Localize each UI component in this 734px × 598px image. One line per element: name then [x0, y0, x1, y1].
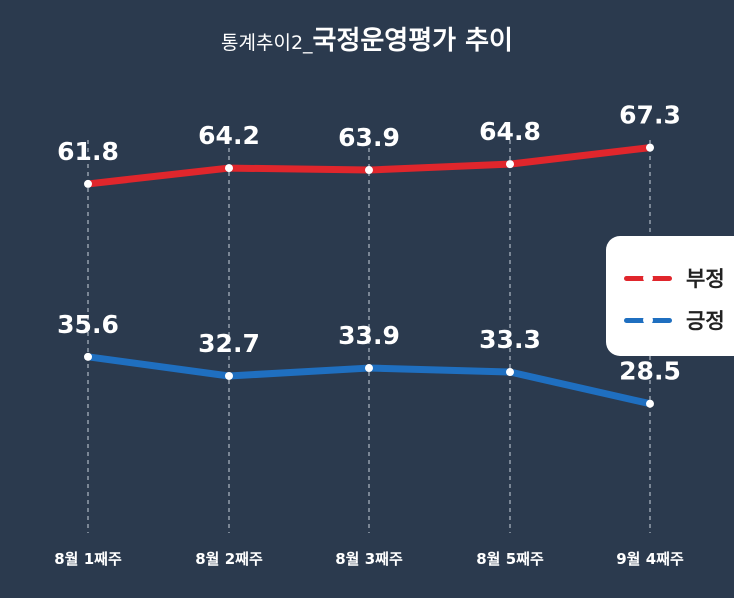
legend-label-negative: 부정	[686, 267, 725, 291]
data-point-positive-4	[506, 368, 514, 377]
x-tick-label-5: 9월 4째주	[616, 550, 684, 568]
legend-swatch-negative	[624, 273, 672, 283]
data-point-positive-3	[365, 364, 373, 373]
data-label-positive-2: 32.7	[198, 329, 260, 358]
data-label-negative-4: 64.8	[479, 117, 541, 146]
legend-item-positive: 긍정	[624, 305, 725, 335]
legend: 부정 긍정	[606, 236, 734, 356]
data-label-positive-1: 35.6	[57, 310, 119, 339]
title-main: 국정운영평가 추이	[312, 26, 513, 56]
legend-item-negative: 부정	[624, 263, 725, 293]
data-label-positive-4: 33.3	[479, 325, 541, 354]
data-point-negative-3	[365, 166, 373, 175]
title-prefix: 통계추이2_	[221, 32, 313, 54]
x-tick-label-1: 8월 1째주	[54, 550, 122, 568]
data-point-positive-5	[646, 399, 654, 408]
data-label-negative-3: 63.9	[338, 123, 400, 152]
data-label-negative-5: 67.3	[619, 101, 681, 130]
legend-swatch-positive	[624, 315, 672, 325]
data-label-positive-5: 28.5	[619, 357, 681, 386]
data-point-negative-5	[646, 143, 654, 152]
data-point-positive-1	[84, 352, 92, 361]
data-label-negative-2: 64.2	[198, 121, 260, 150]
data-label-positive-3: 33.9	[338, 321, 400, 350]
data-point-positive-2	[225, 371, 233, 380]
x-tick-label-3: 8월 3째주	[335, 550, 403, 568]
legend-label-positive: 긍정	[686, 309, 725, 333]
data-label-negative-1: 61.8	[57, 137, 119, 166]
legend-marker-positive	[643, 315, 653, 325]
chart-title: 통계추이2_국정운영평가 추이	[0, 20, 734, 57]
data-point-negative-2	[225, 164, 233, 173]
data-point-negative-4	[506, 160, 514, 169]
data-point-negative-1	[84, 179, 92, 188]
legend-marker-negative	[643, 273, 653, 283]
x-tick-label-4: 8월 5째주	[476, 550, 544, 568]
x-tick-label-2: 8월 2째주	[195, 550, 263, 568]
